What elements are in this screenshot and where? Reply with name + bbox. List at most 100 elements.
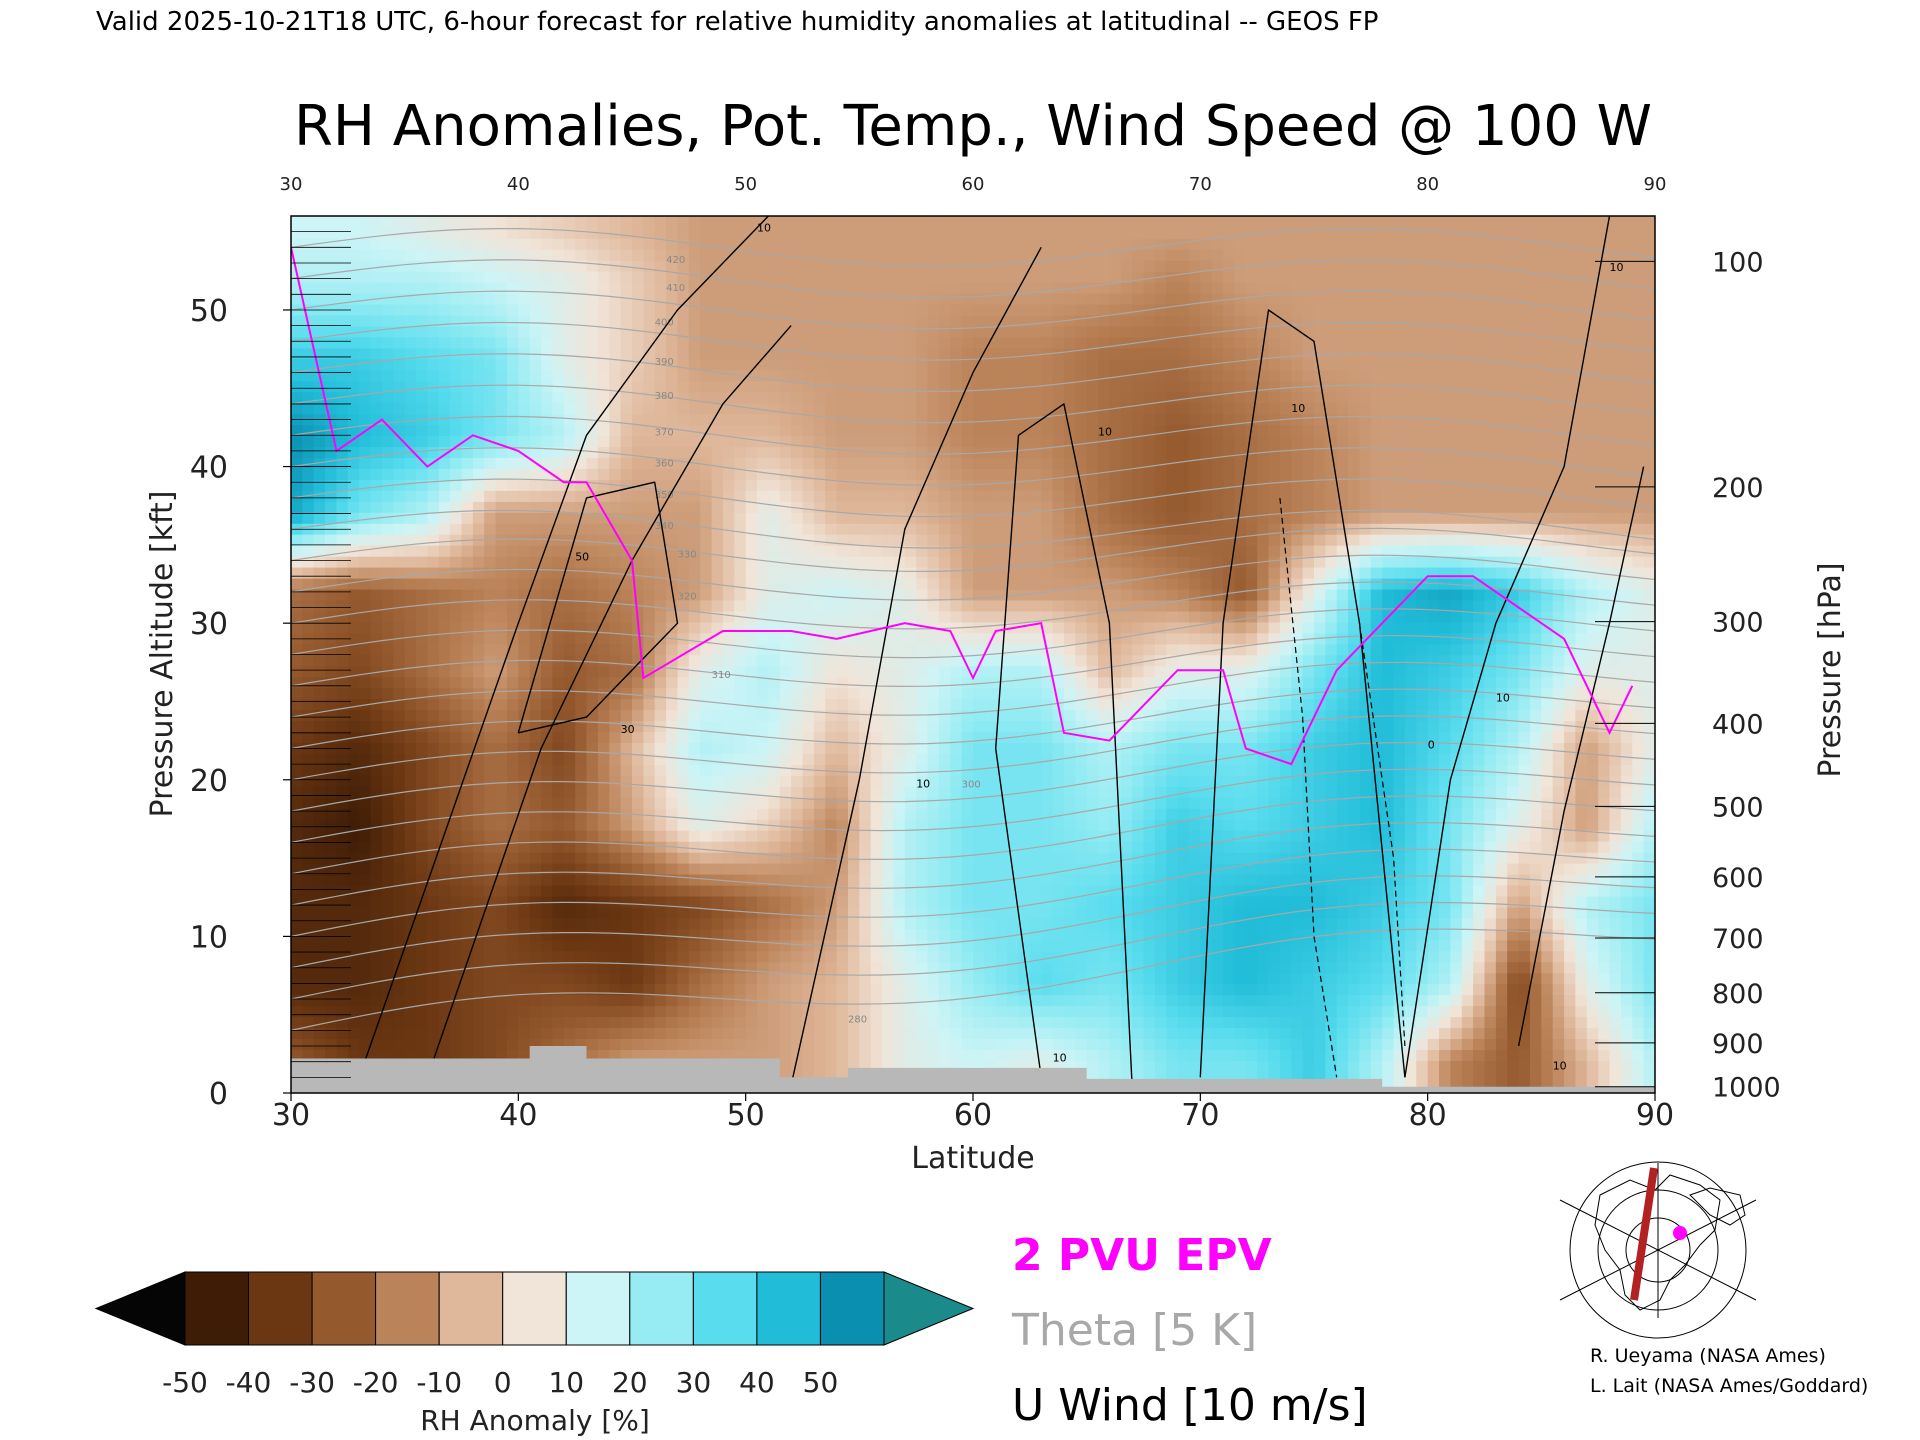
heatmap-cell — [393, 829, 406, 842]
heatmap-cell — [654, 742, 667, 754]
heatmap-cell — [904, 731, 917, 743]
heatmap-cell — [688, 413, 701, 426]
heatmap-cell — [325, 1005, 338, 1018]
heatmap-cell — [393, 928, 406, 941]
heatmap-cell — [313, 676, 326, 689]
heatmap-cell — [461, 457, 474, 469]
heatmap-cell — [813, 479, 827, 491]
heatmap-cell — [291, 906, 304, 919]
heatmap-cell — [484, 292, 497, 305]
heatmap-cell — [893, 851, 906, 864]
heatmap-cell — [848, 917, 861, 930]
heatmap-cell — [802, 1049, 815, 1061]
heatmap-cell — [859, 325, 872, 338]
heatmap-cell — [916, 764, 929, 776]
heatmap-cell — [734, 1027, 747, 1039]
heatmap-cell — [802, 227, 815, 239]
heatmap-cell — [404, 928, 417, 941]
heatmap-cell — [848, 435, 861, 448]
heatmap-cell — [563, 840, 576, 853]
heatmap-cell — [859, 884, 872, 897]
heatmap-cell — [586, 775, 599, 787]
heatmap-cell — [938, 1027, 952, 1039]
heatmap-cell — [745, 764, 758, 776]
heatmap-cell — [484, 643, 497, 656]
heatmap-cell — [757, 281, 770, 294]
heatmap-cell — [518, 884, 531, 897]
heatmap-cell — [370, 818, 383, 831]
heatmap-cell — [757, 446, 770, 458]
heatmap-cell — [654, 555, 667, 568]
heatmap-cell — [938, 950, 952, 963]
heatmap-cell — [734, 797, 747, 809]
heatmap-cell — [609, 501, 622, 513]
heatmap-cell — [518, 818, 531, 831]
heatmap-cell — [302, 939, 315, 952]
heatmap-cell — [393, 1027, 406, 1039]
heatmap-cell — [359, 1027, 372, 1039]
heatmap-cell — [507, 643, 520, 656]
heatmap-cell — [654, 227, 667, 239]
heatmap-cell — [597, 1038, 611, 1050]
heatmap-cell — [825, 391, 838, 404]
heatmap-cell — [541, 808, 554, 820]
heatmap-cell — [427, 501, 440, 513]
heatmap-cell — [347, 676, 360, 689]
heatmap-cell — [416, 742, 429, 754]
heatmap-cell — [336, 292, 349, 305]
heatmap-cell — [495, 237, 508, 250]
heatmap-cell — [745, 358, 758, 371]
heatmap-cell — [757, 227, 770, 239]
heatmap-cell — [484, 227, 497, 239]
heatmap-cell — [563, 446, 576, 458]
heatmap-cell — [802, 490, 815, 502]
heatmap-cell — [643, 1038, 656, 1050]
heatmap-cell — [882, 588, 895, 601]
heatmap-cell — [597, 216, 611, 228]
heatmap-cell — [700, 292, 713, 305]
heatmap-cell — [632, 402, 645, 415]
heatmap-cell — [507, 391, 520, 404]
heatmap-cell — [927, 544, 940, 557]
heatmap-cell — [302, 237, 315, 250]
heatmap-cell — [882, 786, 895, 798]
heatmap-cell — [609, 577, 622, 590]
heatmap-cell — [575, 643, 588, 656]
heatmap-cell — [336, 216, 349, 228]
heatmap-cell — [541, 577, 554, 590]
heatmap-cell — [541, 851, 554, 864]
heatmap-cell — [882, 369, 895, 382]
heatmap-cell — [916, 983, 929, 996]
heatmap-cell — [313, 753, 326, 765]
heatmap-cell — [757, 544, 770, 557]
heatmap-cell — [404, 369, 417, 382]
heatmap-cell — [938, 216, 952, 228]
heatmap-cell — [961, 818, 974, 831]
heatmap-cell — [938, 687, 952, 700]
heatmap-cell — [893, 369, 906, 382]
heatmap-cell — [848, 512, 861, 524]
heatmap-cell — [893, 775, 906, 787]
heatmap-cell — [484, 709, 497, 722]
heatmap-cell — [779, 1005, 792, 1018]
heatmap-cell — [359, 402, 372, 415]
heatmap-cell — [609, 391, 622, 404]
heatmap-cell — [870, 544, 883, 557]
heatmap-cell — [575, 533, 588, 546]
heatmap-cell — [757, 884, 770, 897]
heatmap-cell — [927, 873, 940, 886]
heatmap-cell — [984, 906, 997, 919]
heatmap-cell — [461, 402, 474, 415]
heatmap-cell — [484, 687, 497, 700]
heatmap-cell — [427, 917, 440, 930]
heatmap-cell — [336, 599, 349, 612]
heatmap-cell — [427, 676, 440, 689]
heatmap-cell — [541, 1016, 554, 1029]
heatmap-cell — [347, 753, 360, 765]
heatmap-cell — [961, 566, 974, 579]
heatmap-cell — [472, 402, 486, 415]
heatmap-cell — [734, 490, 747, 502]
heatmap-cell — [609, 884, 622, 897]
heatmap-cell — [882, 544, 895, 557]
heatmap-cell — [370, 413, 383, 426]
